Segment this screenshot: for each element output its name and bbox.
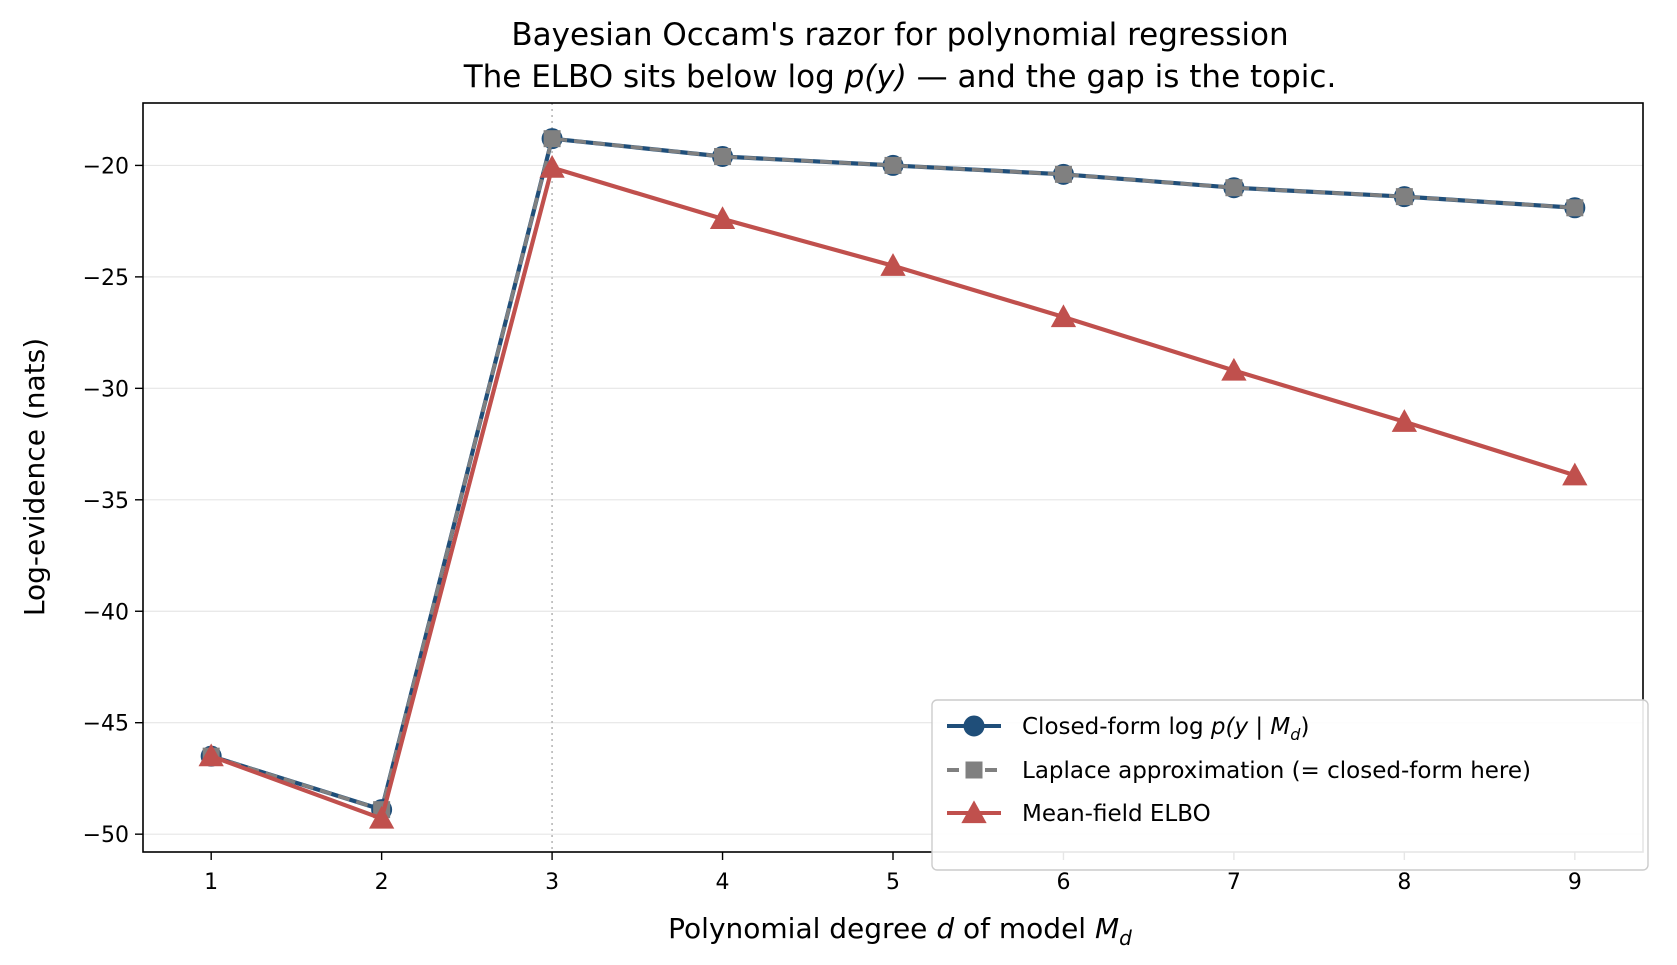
series-elbo bbox=[198, 154, 1588, 829]
subtitle-math: p(y) bbox=[844, 59, 907, 95]
y-tick-label: −45 bbox=[83, 712, 129, 737]
legend-closed-suffix: ) bbox=[1300, 714, 1309, 740]
legend-marker-laplace bbox=[965, 761, 983, 779]
xlabel-sub: d bbox=[1119, 926, 1132, 950]
axis-ticks: −20 −25 −30 −35 −40 −45 −50 1 2 3 4 5 6 7 8 9 bbox=[83, 154, 1582, 895]
legend-marker-elbo bbox=[961, 800, 987, 824]
subtitle-prefix: The ELBO sits below log bbox=[463, 59, 845, 95]
y-tick-label: −25 bbox=[83, 266, 129, 291]
x-tick-label: 7 bbox=[1227, 870, 1241, 895]
point-elbo bbox=[1221, 357, 1247, 381]
series-group bbox=[198, 128, 1588, 829]
x-tick-label: 1 bbox=[204, 870, 218, 895]
point-laplace bbox=[1395, 188, 1413, 206]
x-tick-label: 4 bbox=[716, 870, 730, 895]
legend-label-closed: Closed-form log p(y | Md) bbox=[1022, 714, 1309, 744]
point-elbo bbox=[539, 154, 565, 178]
point-elbo bbox=[709, 206, 736, 230]
grid-lines bbox=[143, 164, 1643, 835]
legend-label-elbo: Mean-field ELBO bbox=[1022, 801, 1211, 827]
legend-closed-math: p(y | M bbox=[1210, 714, 1291, 740]
point-laplace bbox=[1566, 199, 1584, 217]
subtitle-suffix: — and the gap is the topic. bbox=[907, 59, 1336, 95]
x-axis-label: Polynomial degree d of model Md bbox=[668, 912, 1132, 950]
x-tick-label: 3 bbox=[545, 870, 559, 895]
point-laplace bbox=[543, 130, 561, 148]
legend: Closed-form log p(y | Md) Laplace approx… bbox=[931, 699, 1649, 871]
y-tick-label: −40 bbox=[83, 600, 129, 625]
x-tick-label: 9 bbox=[1568, 870, 1582, 895]
point-laplace bbox=[1225, 179, 1243, 197]
legend-label-laplace: Laplace approximation (= closed-form her… bbox=[1022, 758, 1531, 784]
x-tick-label: 2 bbox=[375, 870, 389, 895]
legend-marker-closed bbox=[963, 715, 985, 737]
point-elbo bbox=[368, 805, 395, 829]
point-elbo bbox=[880, 253, 906, 276]
xlabel-middle: of model bbox=[954, 912, 1095, 945]
xlabel-model: M bbox=[1095, 912, 1119, 945]
point-elbo bbox=[198, 743, 224, 767]
point-laplace bbox=[1054, 165, 1072, 183]
y-tick-label: −30 bbox=[83, 377, 129, 402]
y-axis-label: Log-evidence (nats) bbox=[18, 338, 51, 616]
point-elbo bbox=[1391, 409, 1418, 432]
y-tick-label: −35 bbox=[83, 489, 129, 514]
chart-subtitle: The ELBO sits below log p(y) — and the g… bbox=[463, 59, 1337, 95]
x-tick-label: 8 bbox=[1397, 870, 1411, 895]
legend-box bbox=[931, 699, 1649, 871]
legend-closed-prefix: Closed-form log bbox=[1022, 714, 1211, 740]
y-tick-label: −50 bbox=[83, 823, 129, 848]
series-line-laplace bbox=[210, 136, 1575, 812]
y-tick-label: −20 bbox=[83, 154, 129, 179]
x-tick-label: 6 bbox=[1056, 870, 1070, 895]
chart-title: Bayesian Occam's razor for polynomial re… bbox=[511, 17, 1288, 53]
point-elbo bbox=[1562, 462, 1588, 486]
xlabel-prefix: Polynomial degree bbox=[668, 912, 936, 945]
xlabel-var: d bbox=[936, 912, 954, 945]
point-laplace bbox=[884, 156, 902, 174]
point-elbo bbox=[1050, 304, 1077, 328]
x-tick-label: 5 bbox=[886, 870, 900, 895]
legend-closed-sub: d bbox=[1290, 725, 1301, 744]
point-laplace bbox=[714, 148, 732, 165]
